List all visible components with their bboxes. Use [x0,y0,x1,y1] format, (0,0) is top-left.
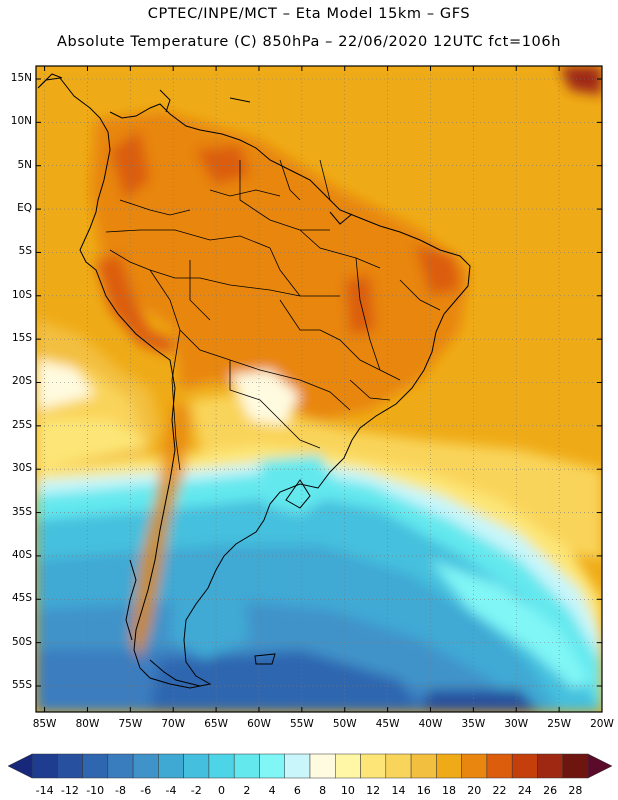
lat-label: 45S [11,592,32,605]
colorbar-swatch [335,753,361,779]
lon-label: 45W [375,718,400,730]
lon-label: 80W [75,718,100,730]
colorbar-swatch [107,753,134,779]
colorbar-label: 26 [543,784,558,797]
lon-label: 65W [204,718,228,730]
colorbar-swatch [385,753,412,779]
lat-label: 30S [11,462,32,475]
colorbar-label: 20 [467,784,482,797]
lat-label: 15S [11,332,32,345]
colorbar-swatch [461,753,488,779]
lon-label: 20W [590,718,614,730]
lon-label: 75W [118,718,143,730]
lon-label: 55W [289,718,314,730]
colorbar-label: 18 [442,784,456,797]
colorbar [7,753,613,779]
colorbar-swatch [233,753,260,779]
colorbar-label: 12 [366,784,381,797]
lon-label: 60W [247,718,271,730]
colorbar-label: -10 [86,784,105,797]
colorbar-label: -12 [60,784,79,797]
lon-label: 50W [332,718,357,730]
colorbar-label: 22 [492,784,507,797]
map-title-line2: Absolute Temperature (C) 850hPa – 22/06/… [57,34,561,50]
colorbar-label: 24 [517,784,532,797]
lon-label: 40W [418,718,443,730]
colorbar-swatch [284,753,311,779]
axis-ticks [36,66,603,712]
colorbar-label: 16 [416,784,431,797]
colorbar-label: 0 [218,784,226,797]
colorbar-swatch [537,753,563,779]
colorbar-left-arrow [7,753,33,779]
colorbar-label: -8 [114,784,126,797]
map-title-line1: CPTEC/INPE/MCT – Eta Model 15km – GFS [147,6,471,22]
colorbar-swatch [511,753,538,779]
colorbar-label: -2 [190,784,202,797]
lat-label: 20S [11,375,32,388]
colorbar-swatch [562,753,589,779]
lat-label: 50S [11,635,32,648]
colorbar-label: -4 [165,784,177,797]
lon-label: 35W [461,718,486,730]
lat-label: 10S [11,288,32,301]
country-borders [105,159,441,471]
lat-label: EQ [17,202,32,215]
colorbar-swatch [410,753,437,779]
lon-label: 70W [161,718,186,730]
colorbar-swatch [309,753,336,779]
lat-label: 10N [10,115,32,128]
colorbar-swatch [82,753,109,779]
lat-label: 5S [18,245,32,258]
colorbar-label: -14 [35,784,54,797]
colorbar-label: 6 [293,784,301,797]
lat-label: 25S [11,418,32,431]
colorbar-label: 28 [568,784,583,797]
colorbar-swatch [57,753,83,779]
lon-label: 25W [547,718,571,730]
lat-label: 40S [11,548,32,561]
colorbar-swatch [259,753,285,779]
lat-label: 35S [11,505,32,518]
colorbar-swatch [132,753,159,779]
lon-label: 85W [32,718,57,730]
colorbar-label: -6 [140,784,152,797]
colorbar-swatch [360,753,387,779]
colorbar-label: 10 [340,784,355,797]
colorbar-swatch [158,753,184,779]
colorbar-swatch [486,753,513,779]
colorbar-label: 14 [391,784,406,797]
colorbar-label: 2 [243,784,251,797]
colorbar-label: 4 [268,784,276,797]
colorbar-swatch [183,753,210,779]
lon-label: 30W [504,718,529,730]
lat-label: 55S [11,678,32,691]
colorbar-label: 8 [319,784,327,797]
colorbar-right-arrow [587,753,613,779]
lat-label: 5N [17,158,32,171]
lat-label: 15N [10,72,32,84]
temperature-field [36,66,602,712]
colorbar-swatch [436,753,462,779]
colorbar-swatch [31,753,58,779]
map-frame [35,65,603,713]
colorbar-swatch [208,753,235,779]
